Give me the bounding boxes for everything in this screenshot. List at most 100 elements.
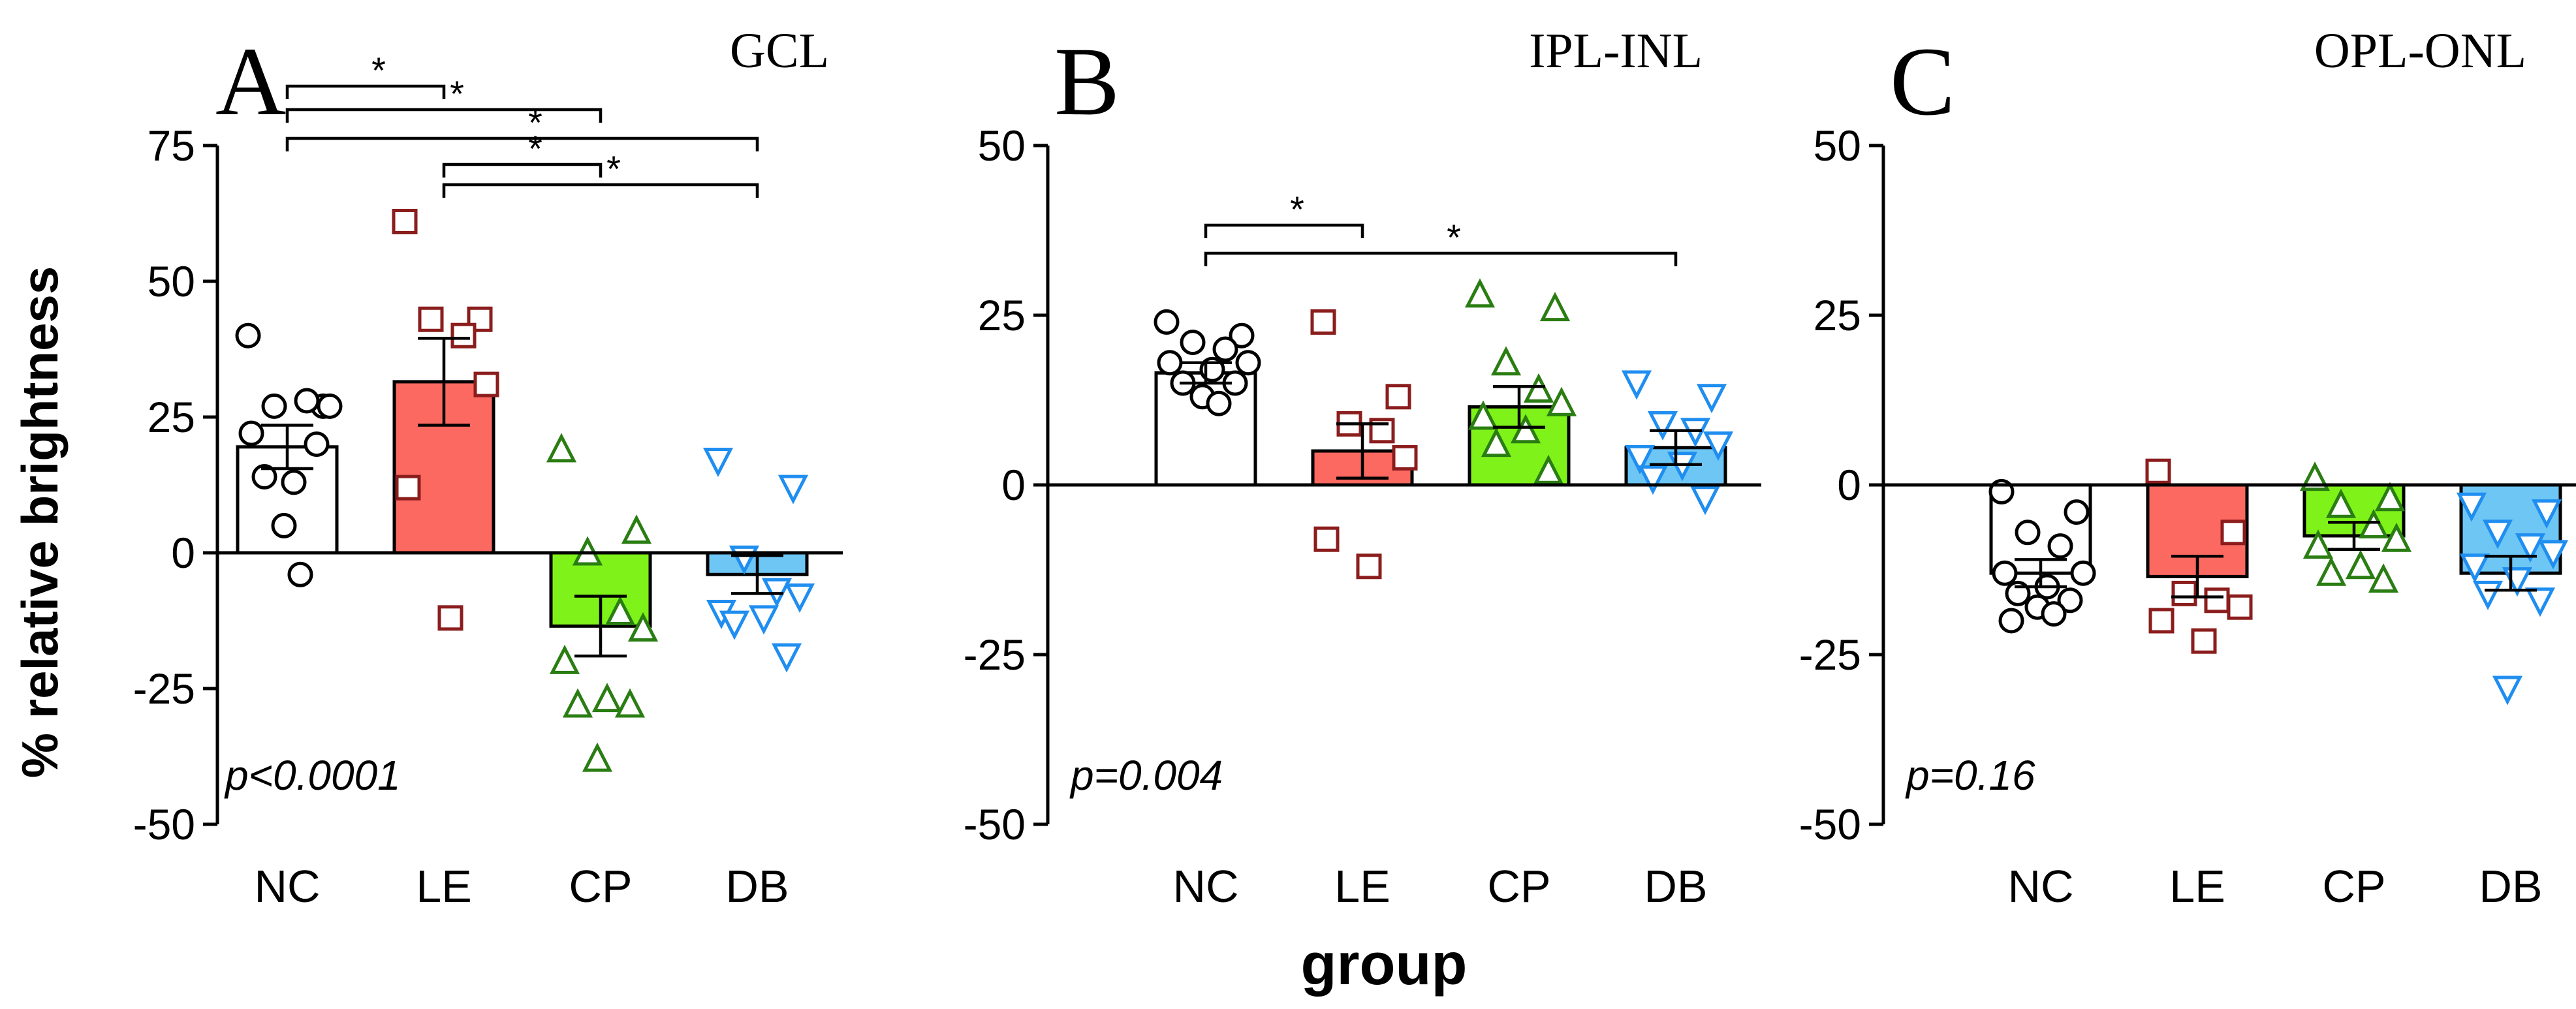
significance-bracket <box>285 108 603 123</box>
data-point-db <box>761 578 793 608</box>
data-point-nc <box>235 322 261 349</box>
data-point-nc <box>251 464 277 490</box>
x-tick-label-nc: NC <box>2007 861 2073 912</box>
y-tick-label: -25 <box>1799 630 1861 679</box>
data-point-nc <box>317 393 343 419</box>
significance-star: * <box>1447 217 1461 258</box>
x-tick-label-db: DB <box>1644 861 1707 912</box>
significance-bracket <box>285 84 446 99</box>
data-point-le <box>2171 580 2197 606</box>
data-point-db <box>1703 431 1734 461</box>
data-point-nc <box>281 469 307 495</box>
data-point-le <box>2191 628 2217 654</box>
data-point-nc <box>1235 350 1261 376</box>
data-point-cp <box>2381 522 2412 552</box>
data-point-nc <box>2041 601 2067 627</box>
y-tick-label: 0 <box>1837 461 1861 509</box>
data-point-cp <box>1490 346 1522 376</box>
y-tick-label: -50 <box>133 800 195 848</box>
data-point-db <box>1689 486 1721 516</box>
data-point-nc <box>238 420 264 446</box>
data-point-db <box>2456 492 2487 522</box>
data-point-cp <box>582 742 613 772</box>
data-point-cp <box>627 612 659 642</box>
significance-star: * <box>371 50 386 91</box>
data-point-db <box>1647 411 1678 441</box>
y-tick-label: 75 <box>148 121 195 170</box>
panel-b: B IPL-INL p=0.004 50 25 0 -25 -50 NC LE CP DB * * <box>964 23 1761 912</box>
data-point-cp <box>2358 508 2389 538</box>
data-point-db <box>2492 675 2523 706</box>
data-point-cp <box>1523 373 1554 403</box>
y-tick-label: -50 <box>964 800 1026 848</box>
data-point-db <box>2531 499 2562 529</box>
x-tick-label-le: LE <box>2169 861 2225 912</box>
data-point-cp <box>1468 400 1499 430</box>
data-point-cp <box>614 688 646 718</box>
data-point-cp <box>549 644 580 674</box>
data-point-db <box>2459 553 2490 583</box>
data-point-cp <box>546 433 577 463</box>
data-point-nc <box>1229 322 1255 349</box>
data-point-nc <box>1998 608 2024 634</box>
data-point-db <box>748 605 779 635</box>
data-point-nc <box>287 561 313 587</box>
data-point-le <box>418 306 444 332</box>
data-point-nc <box>294 388 320 414</box>
data-point-nc <box>2057 587 2083 613</box>
data-point-nc <box>304 431 330 458</box>
x-tick-label-nc: NC <box>254 861 320 912</box>
data-point-nc <box>271 512 297 538</box>
data-point-le <box>473 371 499 397</box>
y-tick-label: 25 <box>978 291 1026 339</box>
data-point-le <box>1356 553 1382 580</box>
y-tick-label: 0 <box>171 529 195 577</box>
significance-bracket <box>285 136 759 151</box>
data-point-nc <box>1212 336 1238 362</box>
panel-title: GCL <box>730 23 829 78</box>
data-point-nc <box>1992 560 2018 586</box>
data-point-cp <box>1464 278 1496 308</box>
data-point-le <box>2227 594 2253 620</box>
data-point-le <box>1385 384 1411 410</box>
data-point-le <box>2148 608 2175 634</box>
y-tick-label: -25 <box>964 630 1026 679</box>
x-tick-label-le: LE <box>416 861 472 912</box>
data-point-cp <box>2302 529 2334 559</box>
data-point-le <box>1310 309 1336 335</box>
data-point-le <box>2145 458 2171 484</box>
significance-star: * <box>450 73 464 114</box>
data-point-nc <box>2070 560 2096 586</box>
data-point-le <box>392 208 418 234</box>
data-point-nc <box>1206 390 1232 416</box>
data-point-nc <box>2015 520 2041 546</box>
data-point-db <box>1624 444 1656 474</box>
data-point-nc <box>261 393 287 419</box>
data-point-cp <box>1546 386 1577 416</box>
significance-star: * <box>528 102 542 143</box>
y-tick-label: 25 <box>1814 291 1861 339</box>
data-point-le <box>1313 526 1340 552</box>
significance-star: * <box>606 148 621 189</box>
data-point-nc <box>1157 350 1183 376</box>
data-point-nc <box>1154 309 1180 335</box>
panel-letter: A <box>215 27 286 136</box>
data-point-db <box>2472 580 2504 610</box>
significance-bracket <box>1204 223 1364 238</box>
y-tick-label: 0 <box>1001 461 1026 509</box>
panel-title: OPL-ONL <box>2314 23 2526 78</box>
significance-star: * <box>528 128 542 169</box>
y-tick-label: -25 <box>133 664 195 713</box>
data-point-le <box>437 605 463 631</box>
data-point-db <box>2537 540 2569 570</box>
data-point-cp <box>621 514 652 544</box>
data-point-cp <box>1481 427 1512 458</box>
p-value-label: p=0.16 <box>1905 752 2035 799</box>
x-tick-label-cp: CP <box>2322 861 2385 912</box>
y-tick-label: -50 <box>1799 800 1861 848</box>
data-point-db <box>2515 533 2546 563</box>
x-tick-label-cp: CP <box>1487 861 1550 912</box>
data-point-le <box>2204 587 2230 613</box>
